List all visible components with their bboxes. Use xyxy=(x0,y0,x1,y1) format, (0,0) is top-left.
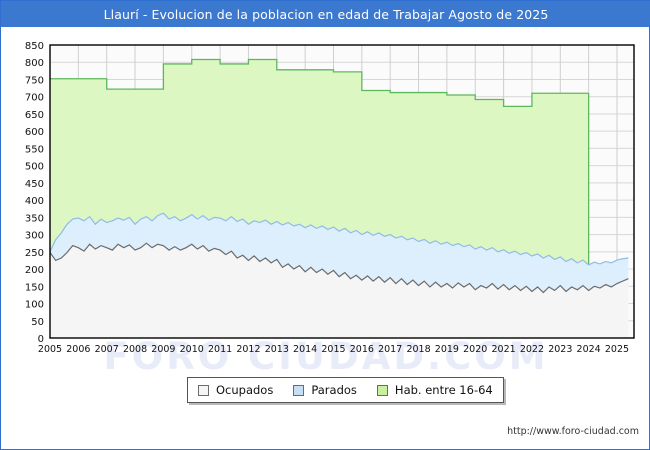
chart-svg: 0 50 100 150 200 250 300 350 400 450 500 550 600 650 7… xyxy=(25,41,635,355)
svg-text:2016: 2016 xyxy=(350,344,374,355)
svg-text:2012: 2012 xyxy=(236,344,260,355)
svg-text:350: 350 xyxy=(25,213,44,224)
legend-item-ocupados[interactable]: Ocupados xyxy=(198,383,273,397)
svg-text:150: 150 xyxy=(25,282,44,293)
window-titlebar: Llaurí - Evolucion de la poblacion en ed… xyxy=(1,1,650,27)
legend-swatch-hab-16-64 xyxy=(376,384,388,396)
svg-text:2010: 2010 xyxy=(180,344,204,355)
svg-text:2014: 2014 xyxy=(293,344,317,355)
svg-text:2013: 2013 xyxy=(265,344,289,355)
svg-text:2009: 2009 xyxy=(151,344,175,355)
svg-text:2005: 2005 xyxy=(38,344,62,355)
footer-url: http://www.foro-ciudad.com xyxy=(507,426,639,437)
chart-legend: Ocupados Parados Hab. entre 16-64 xyxy=(187,377,504,403)
legend-item-hab-16-64[interactable]: Hab. entre 16-64 xyxy=(376,383,493,397)
svg-text:750: 750 xyxy=(25,75,44,86)
svg-text:2019: 2019 xyxy=(435,344,459,355)
svg-text:2021: 2021 xyxy=(491,344,515,355)
svg-text:2025: 2025 xyxy=(605,344,629,355)
svg-text:850: 850 xyxy=(25,41,44,52)
svg-text:400: 400 xyxy=(25,196,44,207)
svg-text:2020: 2020 xyxy=(463,344,487,355)
svg-text:2015: 2015 xyxy=(321,344,345,355)
legend-label-ocupados: Ocupados xyxy=(216,383,274,397)
svg-text:2017: 2017 xyxy=(378,344,402,355)
svg-text:550: 550 xyxy=(25,144,44,155)
svg-text:50: 50 xyxy=(31,317,44,328)
page-title: Llaurí - Evolucion de la poblacion en ed… xyxy=(103,6,549,22)
svg-text:450: 450 xyxy=(25,179,44,190)
svg-text:300: 300 xyxy=(25,231,44,242)
svg-text:2022: 2022 xyxy=(520,344,544,355)
svg-text:2006: 2006 xyxy=(66,344,90,355)
legend-item-parados[interactable]: Parados xyxy=(293,383,357,397)
svg-text:200: 200 xyxy=(25,265,44,276)
svg-text:600: 600 xyxy=(25,127,44,138)
svg-text:0: 0 xyxy=(38,334,44,345)
svg-text:2024: 2024 xyxy=(577,344,601,355)
legend-label-parados: Parados xyxy=(311,383,357,397)
svg-text:2023: 2023 xyxy=(548,344,572,355)
svg-text:500: 500 xyxy=(25,162,44,173)
legend-swatch-parados xyxy=(293,384,305,396)
svg-text:100: 100 xyxy=(25,300,44,311)
svg-text:2011: 2011 xyxy=(208,344,232,355)
svg-text:2007: 2007 xyxy=(95,344,119,355)
svg-text:800: 800 xyxy=(25,58,44,69)
svg-text:2018: 2018 xyxy=(406,344,430,355)
svg-text:700: 700 xyxy=(25,93,44,104)
svg-text:2008: 2008 xyxy=(123,344,147,355)
legend-swatch-ocupados xyxy=(198,384,209,396)
plot-area: 0 50 100 150 200 250 300 350 400 450 500 550 600 650 7… xyxy=(1,27,650,357)
svg-text:650: 650 xyxy=(25,110,44,121)
svg-text:250: 250 xyxy=(25,248,44,259)
legend-label-hab-16-64: Hab. entre 16-64 xyxy=(394,383,493,397)
